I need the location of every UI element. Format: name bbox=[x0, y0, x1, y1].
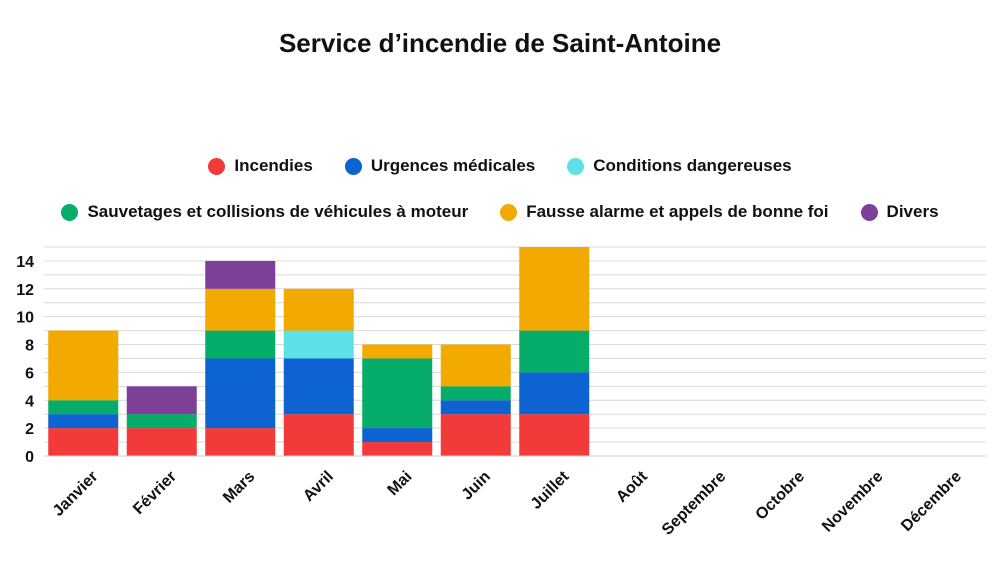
x-tick-label: Juin bbox=[459, 468, 494, 503]
y-tick-label: 12 bbox=[16, 282, 34, 299]
x-tick-label: Mai bbox=[385, 468, 416, 499]
bar-segment bbox=[48, 414, 119, 429]
y-tick-label: 4 bbox=[25, 393, 34, 410]
bar-segment bbox=[205, 428, 276, 456]
legend-swatch-conditions-dangereuses bbox=[567, 157, 585, 175]
legend-label-urgences-medicales: Urgences médicales bbox=[370, 156, 536, 175]
bar-segment bbox=[283, 358, 354, 415]
legend-label-divers: Divers bbox=[886, 202, 939, 221]
bar-segment bbox=[440, 386, 511, 401]
legend-label-incendies: Incendies bbox=[234, 156, 313, 175]
bar-segment bbox=[362, 442, 433, 456]
legend-label-conditions-dangereuses: Conditions dangereuses bbox=[593, 156, 792, 175]
legend-swatch-fausse-alarme bbox=[500, 203, 518, 221]
legend-item-sauvetages: Sauvetages et collisions de véhicules à … bbox=[61, 202, 468, 222]
bar-segment bbox=[519, 247, 590, 331]
bar-segment bbox=[362, 358, 433, 429]
legend-item-urgences-medicales: Urgences médicales bbox=[344, 156, 536, 176]
legend-item-incendies: Incendies bbox=[208, 156, 313, 176]
x-tick-label: Janvier bbox=[50, 468, 102, 520]
x-tick-label: Avril bbox=[300, 468, 337, 505]
legend-swatch-sauvetages bbox=[61, 203, 79, 221]
bar-segment bbox=[283, 288, 354, 331]
bar-segment bbox=[440, 344, 511, 387]
legend-row-1: Incendies Urgences médicales Conditions … bbox=[0, 156, 1000, 176]
bar-segment bbox=[362, 428, 433, 443]
legend-label-sauvetages: Sauvetages et collisions de véhicules à … bbox=[87, 202, 469, 221]
x-tick-label: Octobre bbox=[753, 468, 808, 523]
bar-segment bbox=[440, 400, 511, 415]
legend-row-2: Sauvetages et collisions de véhicules à … bbox=[0, 202, 1000, 222]
bar-segment bbox=[519, 414, 590, 456]
legend-swatch-incendies bbox=[208, 157, 226, 175]
y-tick-label: 2 bbox=[25, 421, 34, 438]
bar-segment bbox=[440, 414, 511, 456]
legend-item-fausse-alarme: Fausse alarme et appels de bonne foi bbox=[500, 202, 829, 222]
legend-swatch-divers bbox=[860, 203, 878, 221]
legend-swatch-urgences-medicales bbox=[344, 157, 362, 175]
bar-segment bbox=[362, 344, 433, 359]
legend-item-conditions-dangereuses: Conditions dangereuses bbox=[567, 156, 792, 176]
bar-segment bbox=[205, 330, 276, 359]
bar-segment bbox=[283, 330, 354, 359]
bar-segment bbox=[48, 428, 119, 456]
legend-item-divers: Divers bbox=[860, 202, 939, 222]
bar-segment bbox=[126, 428, 197, 456]
bar-segment bbox=[205, 288, 276, 331]
legend-label-fausse-alarme: Fausse alarme et appels de bonne foi bbox=[526, 202, 829, 221]
x-tick-label: Juillet bbox=[528, 468, 573, 513]
bar-segment bbox=[126, 414, 197, 429]
chart-title: Service d’incendie de Saint-Antoine bbox=[278, 28, 722, 58]
bar-segment bbox=[48, 400, 119, 415]
x-tick-label: Novembre bbox=[819, 468, 886, 535]
bar-segment bbox=[48, 330, 119, 401]
y-tick-label: 14 bbox=[16, 254, 34, 271]
y-tick-label: 8 bbox=[25, 338, 34, 355]
bar-segment bbox=[205, 260, 276, 289]
bar-segment bbox=[205, 358, 276, 429]
bar-segment bbox=[519, 330, 590, 373]
x-tick-label: Février bbox=[130, 468, 180, 518]
y-tick-label: 0 bbox=[25, 449, 34, 466]
x-tick-label: Août bbox=[613, 468, 651, 506]
y-tick-label: 10 bbox=[16, 310, 34, 327]
x-tick-label: Décembre bbox=[898, 468, 965, 535]
bar-segment bbox=[283, 414, 354, 456]
y-tick-label: 6 bbox=[25, 365, 34, 382]
bar-segment bbox=[519, 372, 590, 415]
x-tick-label: Septembre bbox=[659, 468, 730, 539]
bar-segment bbox=[126, 386, 197, 415]
x-tick-label: Mars bbox=[220, 468, 259, 507]
